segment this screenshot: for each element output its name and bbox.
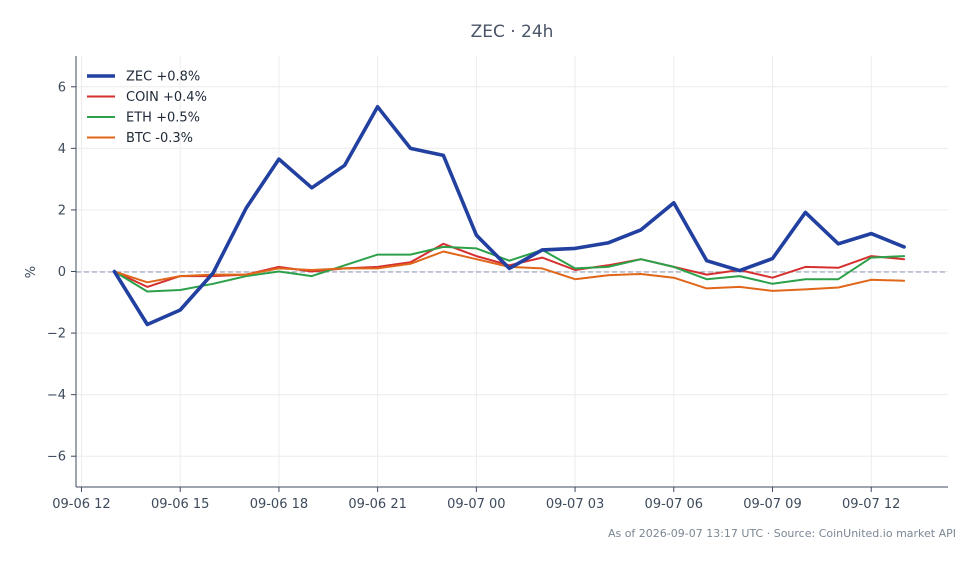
y-tick-label: −2 (47, 327, 66, 342)
legend-label-zec: ZEC +0.8% (126, 70, 200, 85)
chart-title: ZEC · 24h (471, 22, 554, 42)
series-line-coin (113, 242, 906, 288)
legend-label-btc: BTC -0.3% (126, 131, 193, 146)
footer-source: As of 2026-09-07 13:17 UTC · Source: Coi… (608, 527, 956, 540)
x-tick-label: 09-07 03 (546, 497, 604, 512)
x-tick-label: 09-06 12 (52, 497, 110, 512)
series-line-zec (112, 105, 906, 327)
ticks: 09-06 12 09-06 15 09-06 18 09-06 21 09-07 00… (47, 80, 901, 512)
x-tick-label: 09-06 15 (151, 497, 209, 512)
y-tick-label: 4 (58, 142, 66, 157)
x-tick-label: 09-07 09 (743, 497, 801, 512)
y-tick-label: 0 (58, 265, 66, 280)
legend-label-coin: COIN +0.4% (126, 90, 207, 105)
x-tick-label: 09-06 18 (250, 497, 308, 512)
x-tick-label: 09-06 21 (348, 497, 406, 512)
y-tick-label: 2 (58, 203, 66, 218)
y-tick-label: −6 (47, 450, 66, 465)
legend-label-eth: ETH +0.5% (126, 111, 200, 126)
x-tick-label: 09-07 12 (842, 497, 900, 512)
series-group (112, 105, 906, 327)
x-tick-label: 09-07 00 (447, 497, 505, 512)
y-tick-label: −4 (47, 388, 66, 403)
legend: ZEC +0.8% COIN +0.4% ETH +0.5% BTC -0.3% (87, 70, 207, 146)
y-tick-label: 6 (58, 80, 66, 95)
y-axis-label: % (24, 266, 39, 278)
x-tick-label: 09-07 06 (645, 497, 703, 512)
series-line-eth (113, 245, 906, 293)
